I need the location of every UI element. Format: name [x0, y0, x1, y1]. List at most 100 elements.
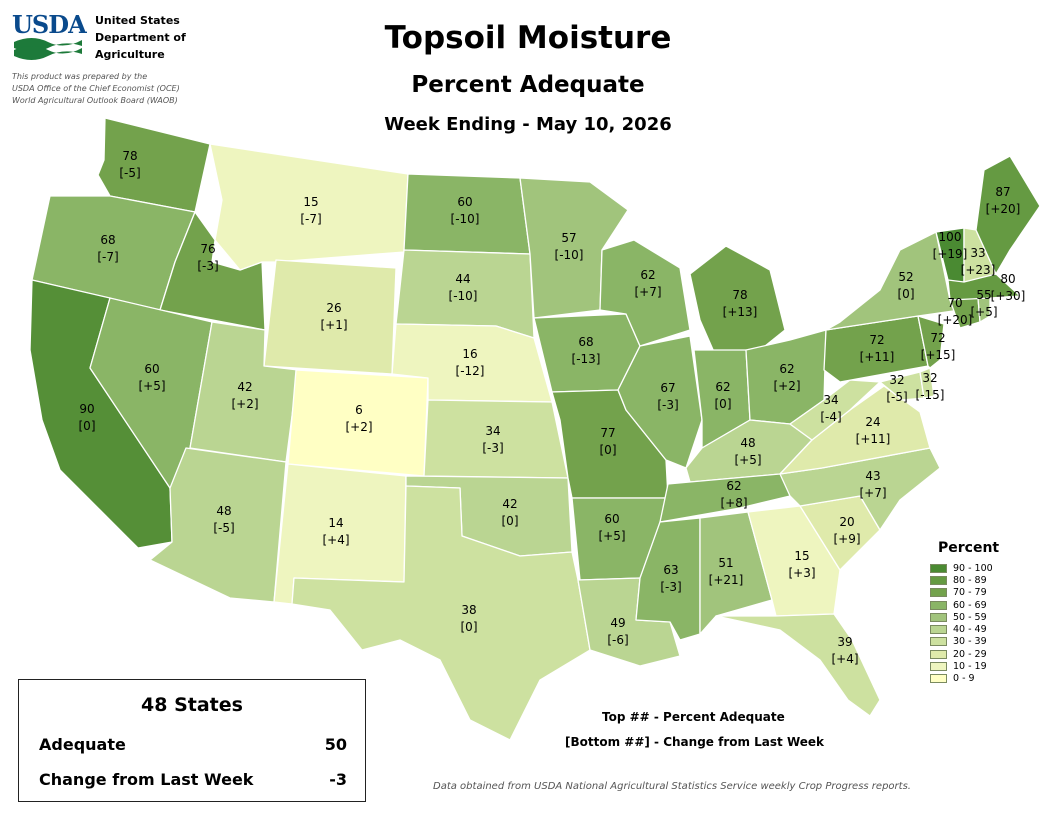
- legend-label: 40 - 49: [953, 624, 987, 636]
- label-wy: 26 [+1]: [320, 301, 348, 332]
- legend-swatch: [930, 612, 947, 622]
- label-nc: 43 [+7]: [859, 469, 887, 500]
- legend-label: 80 - 89: [953, 574, 987, 586]
- data-source-note: Data obtained from USDA National Agricul…: [433, 781, 911, 792]
- label-mt: 15 [-7]: [300, 195, 322, 226]
- legend-item: 30 - 39: [930, 636, 999, 648]
- label-nv: 60 [+5]: [138, 362, 166, 393]
- legend-item: 40 - 49: [930, 623, 999, 635]
- legend-label: 90 - 100: [953, 562, 993, 574]
- legend-swatch: [930, 674, 947, 684]
- summary-change-row: Change from Last Week -3: [39, 770, 347, 789]
- state-tx: [291, 485, 591, 741]
- legend-swatch: [930, 588, 947, 598]
- summary-box: 48 States Adequate 50 Change from Last W…: [18, 679, 366, 802]
- state-az: [149, 447, 287, 603]
- map-subtitle: Percent Adequate: [411, 72, 645, 98]
- legend-item: 70 - 79: [930, 587, 999, 599]
- legend-title: Percent: [938, 540, 1000, 556]
- summary-title: 48 States: [141, 694, 243, 716]
- legend-swatch: [930, 575, 947, 585]
- summary-change-label: Change from Last Week: [39, 770, 254, 789]
- label-nj: 72 [+15]: [920, 331, 956, 362]
- label-id: 76 [-3]: [197, 242, 219, 273]
- state-mi: [689, 245, 786, 353]
- map-title: Topsoil Moisture: [384, 20, 672, 56]
- label-sd: 44 [-10]: [448, 272, 478, 303]
- legend-label: 30 - 39: [953, 636, 987, 648]
- legend-label: 20 - 29: [953, 648, 987, 660]
- label-ct: 70 [+20]: [937, 296, 973, 327]
- label-wi: 62 [+7]: [634, 268, 662, 299]
- label-ri: 55 [+5]: [970, 288, 998, 319]
- label-me: 87 [+20]: [985, 185, 1021, 216]
- label-de: 32 [-15]: [915, 371, 945, 402]
- label-wv: 34 [-4]: [820, 393, 842, 424]
- state-fl: [715, 613, 881, 717]
- usda-logo-text: USDA: [12, 10, 87, 39]
- legend-swatch: [930, 600, 947, 610]
- label-pa: 72 [+11]: [859, 333, 895, 364]
- label-ut: 42 [+2]: [231, 380, 259, 411]
- legend-item: 0 - 9: [930, 673, 999, 685]
- state-wi: [599, 239, 691, 347]
- department-name: United States Department of Agriculture: [95, 14, 186, 61]
- label-md: 32 [-5]: [886, 373, 908, 404]
- label-nd: 60 [-10]: [450, 195, 480, 226]
- label-ca: 90 [0]: [78, 402, 96, 433]
- label-ks: 34 [-3]: [482, 424, 504, 455]
- legend-swatch: [930, 625, 947, 635]
- state-nj: [917, 315, 945, 369]
- label-al: 51 [+21]: [708, 556, 744, 587]
- label-vt: 100 [+19]: [932, 230, 968, 261]
- legend-label: 50 - 59: [953, 611, 987, 623]
- legend-swatch: [930, 662, 947, 672]
- state-me: [975, 155, 1041, 275]
- label-ia: 68 [-13]: [571, 335, 601, 366]
- label-wa: 78 [-5]: [119, 149, 141, 180]
- label-co: 6 [+2]: [345, 403, 373, 434]
- label-sc: 20 [+9]: [833, 515, 861, 546]
- label-tn: 62 [+8]: [720, 479, 748, 510]
- summary-adequate-row: Adequate 50: [39, 735, 347, 754]
- label-ny: 52 [0]: [897, 270, 915, 301]
- legend-label: 70 - 79: [953, 587, 987, 599]
- usda-logo: [14, 38, 82, 60]
- label-ok: 42 [0]: [501, 497, 519, 528]
- label-mi: 78 [+13]: [722, 288, 758, 319]
- prepared-by-note: This product was prepared by the USDA Of…: [12, 72, 180, 105]
- label-ky: 48 [+5]: [734, 436, 762, 467]
- summary-change-value: -3: [329, 770, 347, 789]
- legend-item: 20 - 29: [930, 648, 999, 660]
- legend-item: 80 - 89: [930, 574, 999, 586]
- label-ms: 63 [-3]: [660, 563, 682, 594]
- state-va: [779, 385, 931, 475]
- label-tx: 38 [0]: [460, 603, 478, 634]
- legend-label: 0 - 9: [953, 673, 975, 685]
- label-ma: 80 [+30]: [990, 272, 1026, 303]
- legend: Percent 90 - 100 80 - 89 70 - 79 60 - 69 50 …: [930, 540, 999, 685]
- legend-item: 60 - 69: [930, 599, 999, 611]
- label-ne: 16 [-12]: [455, 347, 485, 378]
- label-ga: 15 [+3]: [788, 549, 816, 580]
- label-la: 49 [-6]: [607, 616, 629, 647]
- label-az: 48 [-5]: [213, 504, 235, 535]
- legend-swatch: [930, 637, 947, 647]
- legend-swatch: [930, 563, 947, 573]
- note-top-value: Top ## - Percent Adequate: [602, 710, 785, 724]
- state-al: [699, 511, 773, 635]
- label-nh: 33 [+23]: [960, 246, 996, 277]
- summary-adequate-label: Adequate: [39, 735, 126, 754]
- label-oh: 62 [+2]: [773, 362, 801, 393]
- map-date: Week Ending - May 10, 2026: [384, 114, 672, 135]
- label-mn: 57 [-10]: [554, 231, 584, 262]
- label-in: 62 [0]: [714, 380, 732, 411]
- state-il: [617, 335, 703, 469]
- label-mo: 77 [0]: [599, 426, 617, 457]
- legend-label: 10 - 19: [953, 661, 987, 673]
- legend-item: 10 - 19: [930, 660, 999, 672]
- label-va: 24 [+11]: [855, 415, 891, 446]
- legend-item: 90 - 100: [930, 562, 999, 574]
